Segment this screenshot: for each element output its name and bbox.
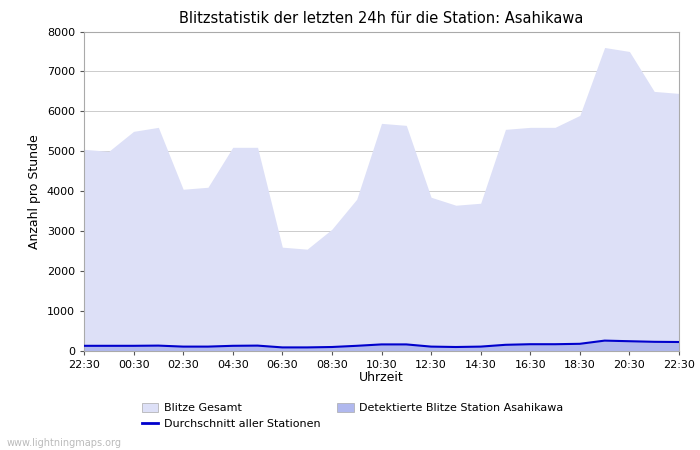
X-axis label: Uhrzeit: Uhrzeit [359, 371, 404, 384]
Title: Blitzstatistik der letzten 24h für die Station: Asahikawa: Blitzstatistik der letzten 24h für die S… [179, 11, 584, 26]
Y-axis label: Anzahl pro Stunde: Anzahl pro Stunde [28, 134, 41, 248]
Legend: Blitze Gesamt, Durchschnitt aller Stationen, Detektierte Blitze Station Asahikaw: Blitze Gesamt, Durchschnitt aller Statio… [137, 398, 568, 433]
Text: www.lightningmaps.org: www.lightningmaps.org [7, 438, 122, 448]
